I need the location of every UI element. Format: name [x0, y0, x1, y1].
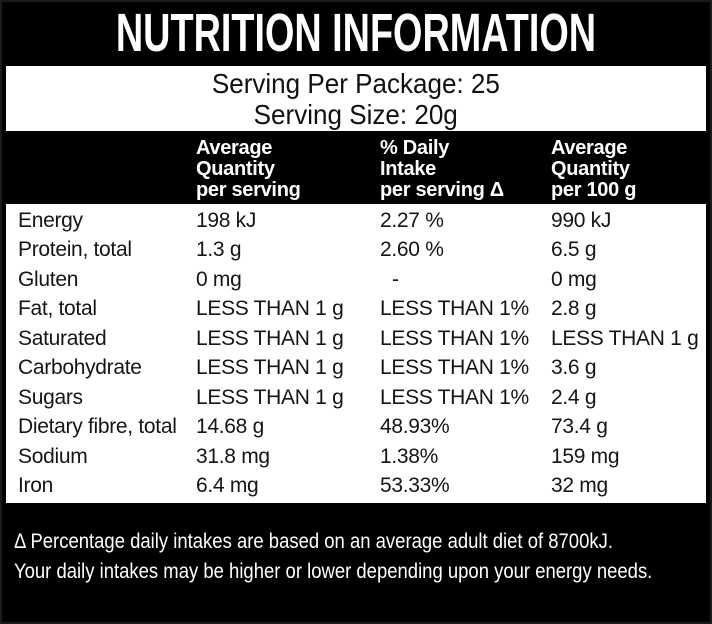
- nutrient-name: Carbohydrate: [18, 356, 142, 380]
- table-row-saturated: Saturated LESS THAN 1 g LESS THAN 1% LES…: [6, 324, 706, 354]
- footnote-line-2: Your daily intakes may be higher or lowe…: [14, 560, 653, 583]
- nutrient-name: Energy: [18, 208, 83, 232]
- value-per-serving: 198 kJ: [196, 208, 257, 232]
- value-daily-intake: 48.93%: [380, 415, 450, 439]
- header-line: Quantity: [551, 158, 630, 180]
- value-per-100g: 73.4 g: [551, 415, 608, 439]
- footnote-line-1: Δ Percentage daily intakes are based on …: [14, 530, 613, 553]
- nutrient-name: Iron: [18, 474, 53, 498]
- value-daily-intake: 2.60 %: [380, 238, 444, 262]
- value-daily-intake: 2.27 %: [380, 208, 444, 232]
- value-per-serving: LESS THAN 1 g: [196, 356, 344, 380]
- header-line: per 100 g: [551, 179, 637, 201]
- title-band: NUTRITION INFORMATION: [0, 0, 712, 66]
- table-row-energy: Energy 198 kJ 2.27 % 990 kJ: [6, 206, 706, 236]
- serving-size: Serving Size: 20g: [253, 98, 459, 130]
- value-daily-intake: LESS THAN 1%: [380, 326, 529, 350]
- nutrient-name: Sodium: [18, 444, 88, 468]
- table-row-iron: Iron 6.4 mg 53.33% 32 mg: [6, 472, 706, 502]
- table-header-band: Average Quantity per serving % Daily Int…: [0, 131, 712, 204]
- value-per-serving: LESS THAN 1 g: [196, 297, 344, 321]
- nutrient-name: Gluten: [18, 267, 79, 291]
- value-daily-intake: LESS THAN 1%: [380, 356, 529, 380]
- value-per-100g: 159 mg: [551, 444, 620, 468]
- value-daily-intake: LESS THAN 1%: [380, 297, 529, 321]
- table-row-dietary-fibre: Dietary fibre, total 14.68 g 48.93% 73.4…: [6, 413, 706, 443]
- serving-info-panel: Serving Per Package: 25 Serving Size: 20…: [6, 66, 706, 131]
- value-per-serving: 14.68 g: [196, 415, 264, 439]
- value-per-100g: 990 kJ: [551, 208, 612, 232]
- value-daily-intake: 1.38%: [380, 444, 439, 468]
- header-line: % Daily: [380, 137, 450, 159]
- value-per-serving: 0 mg: [196, 267, 242, 291]
- column-header-per-100g: Average Quantity per 100 g: [551, 138, 636, 201]
- header-line: Average: [551, 137, 628, 159]
- nutrient-name: Fat, total: [18, 297, 97, 321]
- header-line: per serving: [196, 179, 301, 201]
- table-row-protein: Protein, total 1.3 g 2.60 % 6.5 g: [6, 236, 706, 266]
- nutrient-name: Protein, total: [18, 238, 132, 262]
- table-row-sodium: Sodium 31.8 mg 1.38% 159 mg: [6, 442, 706, 472]
- value-per-serving: LESS THAN 1 g: [196, 385, 344, 409]
- value-daily-intake: -: [392, 267, 399, 291]
- header-line: Average: [196, 137, 273, 159]
- table-row-fat: Fat, total LESS THAN 1 g LESS THAN 1% 2.…: [6, 295, 706, 325]
- value-daily-intake: LESS THAN 1%: [380, 385, 529, 409]
- value-per-100g: 2.8 g: [551, 297, 597, 321]
- page-title: NUTRITION INFORMATION: [115, 3, 597, 63]
- value-per-serving: LESS THAN 1 g: [196, 326, 344, 350]
- value-per-100g: 3.6 g: [551, 356, 597, 380]
- nutrient-name: Dietary fibre, total: [18, 415, 177, 439]
- nutrient-name: Sugars: [18, 385, 83, 409]
- column-header-per-serving: Average Quantity per serving: [196, 138, 301, 201]
- serving-per-package: Serving Per Package: 25: [211, 67, 501, 99]
- value-per-serving: 31.8 mg: [196, 444, 270, 468]
- value-per-100g: LESS THAN 1 g: [551, 326, 699, 350]
- nutrition-table: Energy 198 kJ 2.27 % 990 kJ Protein, tot…: [6, 204, 706, 503]
- header-line: per serving Δ: [380, 179, 504, 201]
- value-per-serving: 6.4 mg: [196, 474, 259, 498]
- daily-intake-footnote: Δ Percentage daily intakes are based on …: [14, 527, 712, 587]
- value-per-100g: 6.5 g: [551, 238, 597, 262]
- nutrient-name: Saturated: [18, 326, 107, 350]
- table-row-gluten: Gluten 0 mg - 0 mg: [6, 265, 706, 295]
- value-per-100g: 32 mg: [551, 474, 608, 498]
- value-per-100g: 0 mg: [551, 267, 597, 291]
- value-daily-intake: 53.33%: [380, 474, 450, 498]
- value-per-serving: 1.3 g: [196, 238, 242, 262]
- table-row-sugars: Sugars LESS THAN 1 g LESS THAN 1% 2.4 g: [6, 383, 706, 413]
- value-per-100g: 2.4 g: [551, 385, 597, 409]
- header-line: Quantity: [196, 158, 275, 180]
- column-header-daily-intake: % Daily Intake per serving Δ: [380, 138, 504, 201]
- header-line: Intake: [380, 158, 437, 180]
- table-row-carbohydrate: Carbohydrate LESS THAN 1 g LESS THAN 1% …: [6, 354, 706, 384]
